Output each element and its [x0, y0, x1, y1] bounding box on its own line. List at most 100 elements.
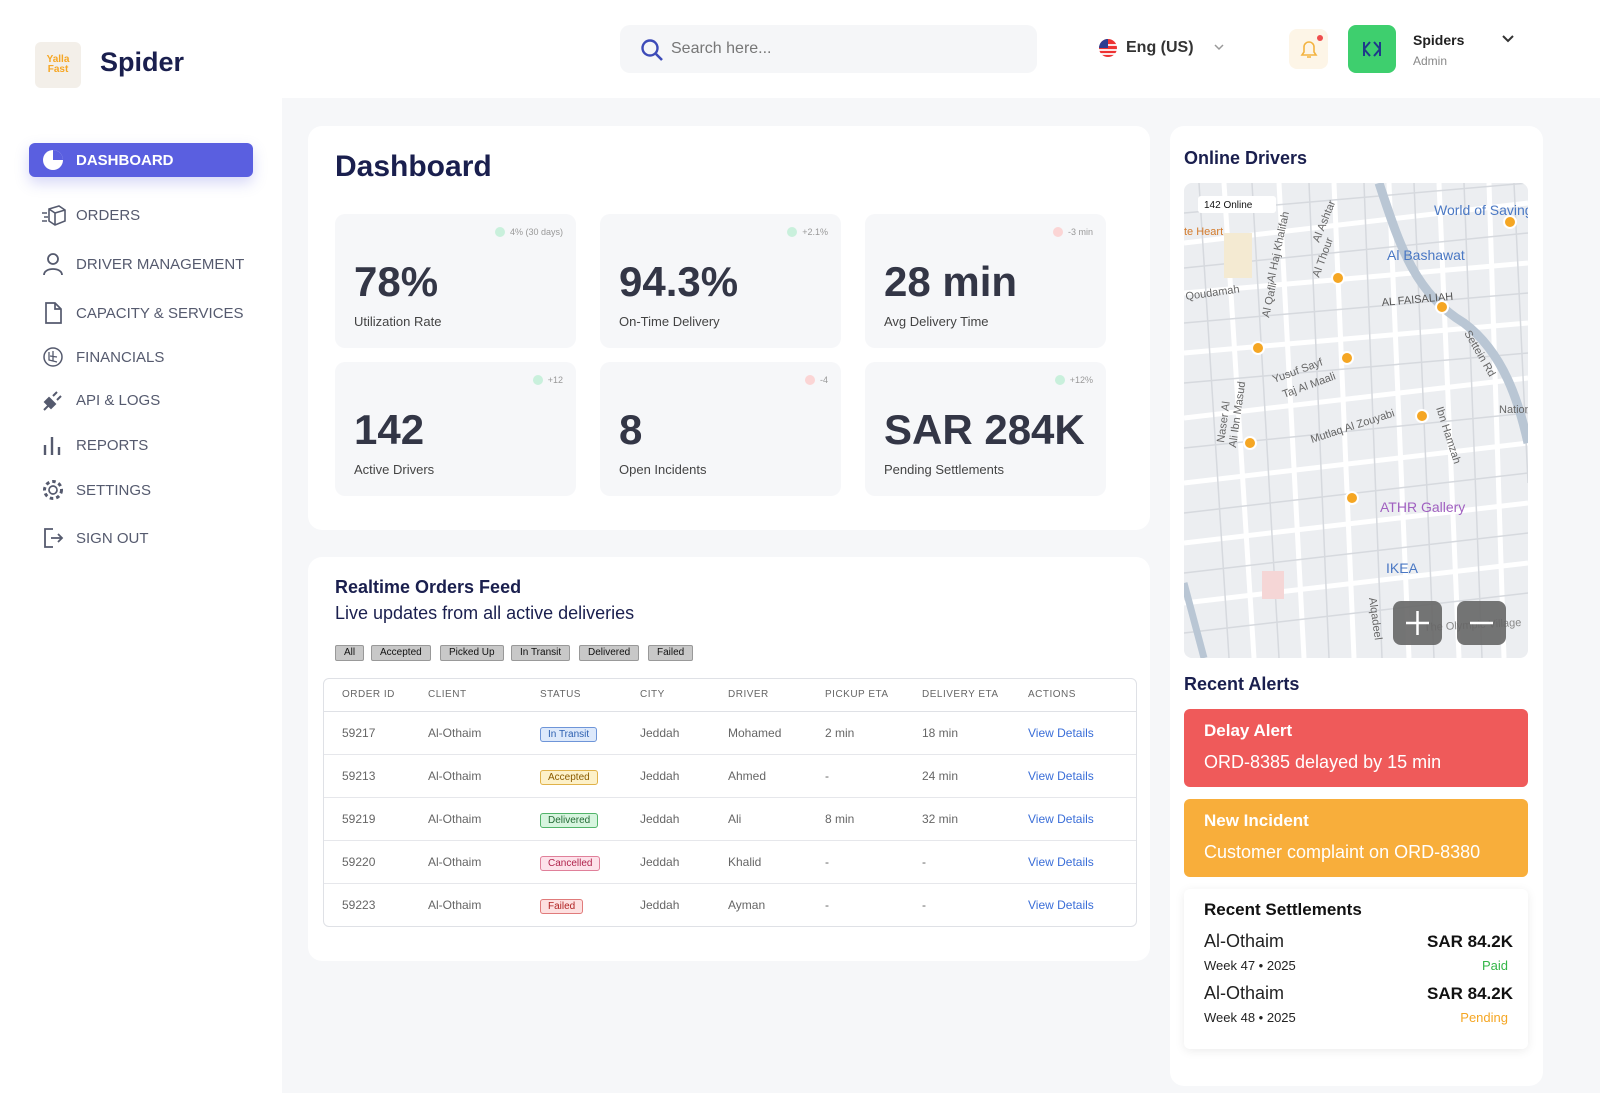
filter-chip[interactable]: In Transit [511, 645, 571, 661]
order-row: 59220 Al-Othaim Cancelled Jeddah Khalid - - Vie… [324, 840, 1136, 884]
period: Week 47 • 2025 [1204, 958, 1296, 973]
map-area [1224, 233, 1252, 278]
view-details-link[interactable]: View Details [1028, 854, 1094, 869]
nav-label: SIGN OUT [76, 529, 149, 547]
icon [43, 150, 63, 170]
status-badge: Accepted [540, 769, 598, 785]
table-cell: Ahmed [710, 754, 807, 798]
avatar[interactable] [1348, 25, 1396, 73]
filter-chip[interactable]: All [335, 645, 365, 661]
settlements-card: Recent Settlements Al-Othaim SAR 84.2K W… [1184, 889, 1528, 1049]
icon [45, 302, 62, 324]
kpi-value: 8 [619, 406, 643, 453]
nav-label: ORDERS [76, 206, 141, 224]
zoom-out[interactable] [1457, 601, 1506, 645]
user-name: Spiders [1413, 32, 1465, 48]
table-cell: 24 min [904, 754, 1010, 798]
trend-text: +12 [547, 375, 563, 385]
map-badge [1198, 196, 1276, 213]
nav-item[interactable]: FINANCIALS [29, 340, 253, 374]
amount: SAR 84.2K [1427, 932, 1513, 951]
nav-label: CAPACITY & SERVICES [76, 304, 244, 322]
nav-item[interactable]: ORDERS [29, 198, 253, 232]
nav-item[interactable]: DRIVER MANAGEMENT [29, 247, 253, 281]
table-cell: 59220 [324, 840, 410, 884]
search-box[interactable]: Search here... [620, 25, 1037, 73]
user-menu[interactable] [1500, 33, 1516, 45]
kpi-label: Utilization Rate [354, 314, 442, 329]
language-selector[interactable]: Eng (US) [1098, 38, 1226, 58]
logo: Yalla Fast [35, 42, 81, 88]
table-cell: - [807, 840, 904, 884]
avatar-icon [1363, 41, 1381, 57]
header-row: ORDER ID CLIENT STATUS CITY DRIVER PICKU… [324, 679, 1136, 712]
table-cell: Jeddah [622, 840, 710, 884]
kpi-card: +12% SAR 284K Pending Settlements [865, 362, 1106, 496]
zoom-in[interactable] [1393, 601, 1442, 645]
kpi-label: On-Time Delivery [619, 314, 720, 329]
filter-chip[interactable]: Picked Up [440, 645, 504, 661]
nav-item[interactable]: CAPACITY & SERVICES [29, 296, 253, 330]
kpi-card: +2.1% 94.3% On-Time Delivery [600, 214, 841, 348]
view-details-link[interactable]: View Details [1028, 897, 1094, 912]
icon [43, 480, 63, 500]
kpi-value: 142 [354, 406, 425, 453]
column-header: CLIENT [410, 679, 522, 712]
map-label: Nation [1499, 404, 1528, 416]
brand-name: Spider [100, 47, 185, 77]
search-icon [641, 39, 663, 61]
nav-item[interactable]: SETTINGS [29, 473, 253, 507]
amount: SAR 84.2K [1427, 984, 1513, 1003]
table-cell: Al-Othaim [410, 840, 522, 884]
column-header: PICKUP ETA [807, 679, 904, 712]
map-label: te Heart [1184, 226, 1223, 238]
nav-item[interactable]: API & LOGS [29, 383, 253, 417]
section-title: Online Drivers [1184, 148, 1308, 168]
table-cell: Cancelled [522, 840, 622, 884]
trend: 4% (30 days) [494, 227, 563, 237]
filter-chip[interactable]: Accepted [371, 645, 431, 661]
driver-pin [1331, 271, 1345, 285]
nav-item[interactable]: REPORTS [29, 428, 253, 462]
view-details-link[interactable]: View Details [1028, 725, 1094, 740]
table-cell: 32 min [904, 797, 1010, 841]
driver-pin [1435, 300, 1449, 314]
map-label: Al Bashawat [1387, 247, 1465, 263]
table-cell: In Transit [522, 711, 622, 755]
driver-pin [1345, 491, 1359, 505]
table-cell: Al-Othaim [428, 897, 482, 912]
nav-item[interactable]: DASHBOARD [29, 143, 253, 177]
driver-pin [1415, 409, 1429, 423]
filter-chip[interactable]: Delivered [579, 645, 640, 661]
trend: +12 [532, 375, 563, 385]
table-cell: Al-Othaim [410, 711, 522, 755]
view-details-link[interactable]: View Details [1028, 811, 1094, 826]
trend: -4 [804, 375, 828, 385]
language: Eng (US) [1126, 39, 1194, 56]
alert-message: ORD-8385 delayed by 15 min [1204, 752, 1442, 772]
notifications[interactable] [1289, 29, 1328, 69]
table-cell: 59217 [324, 711, 410, 755]
icon [44, 528, 64, 548]
status-badge: Failed [540, 898, 584, 914]
status-badge: Cancelled [540, 855, 601, 871]
trend-text: +2.1% [802, 227, 828, 237]
alert-title: New Incident [1204, 811, 1309, 830]
order-row: 59213 Al-Othaim Accepted Jeddah Ahmed -24 min… [324, 754, 1136, 798]
icon [43, 391, 62, 411]
view-details-link[interactable]: View Details [1028, 768, 1094, 783]
trend: +2.1% [787, 227, 828, 237]
filter-chip[interactable]: Failed [648, 645, 694, 661]
trend: +12% [1054, 375, 1093, 385]
map-label: ATHR Gallery [1380, 499, 1465, 515]
icon [43, 437, 61, 455]
kpi-card: 4% (30 days) 78% Utilization Rate [335, 214, 576, 348]
kpi-value: 28 min [884, 258, 1018, 305]
nav-item[interactable]: SIGN OUT [29, 521, 253, 555]
kpi-label: Pending Settlements [884, 462, 1004, 477]
page-title: Dashboard [335, 150, 492, 183]
chevron [1214, 44, 1224, 51]
map-label: IKEA [1386, 560, 1419, 576]
map-streets [1184, 183, 1528, 658]
section-subtitle: Live updates from all active deliveries [335, 603, 635, 623]
